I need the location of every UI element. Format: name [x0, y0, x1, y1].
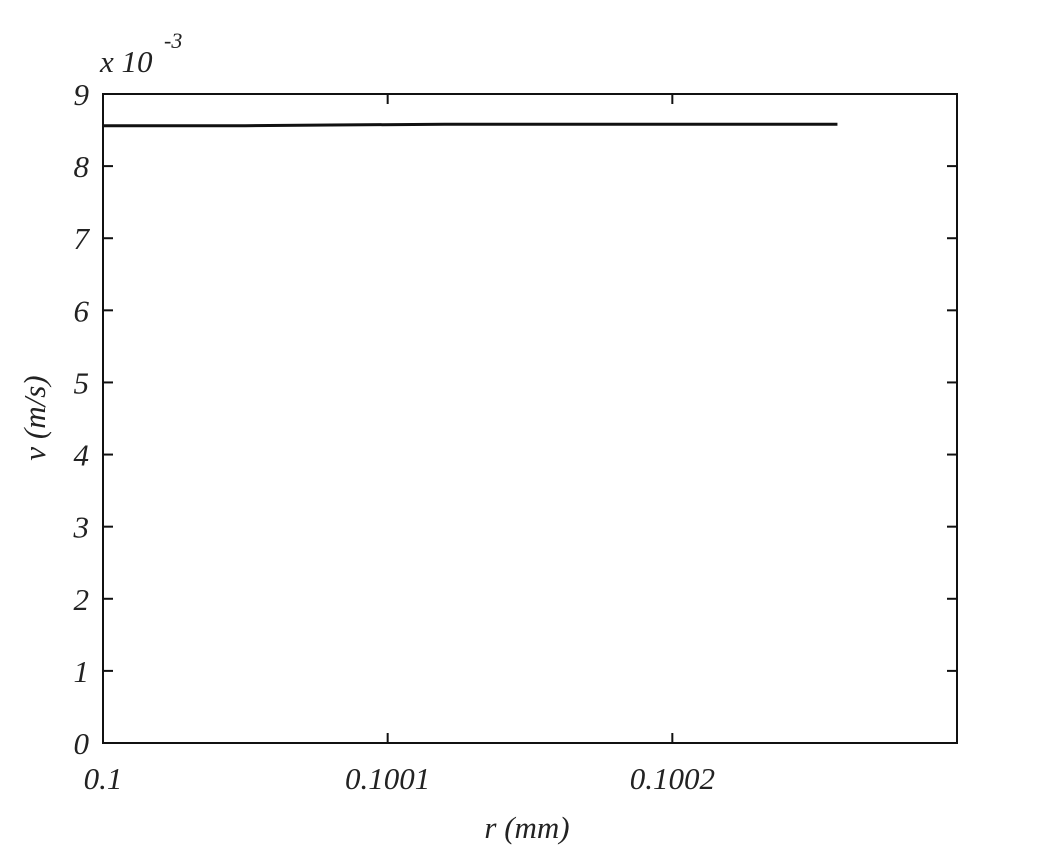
x-tick-label: 0.1002: [630, 761, 715, 796]
y-tick-label: 9: [74, 77, 90, 112]
data-line: [103, 122, 838, 128]
y-tick-label: 0: [74, 726, 90, 761]
y-tick-label: 6: [74, 293, 90, 328]
y-tick-label: 8: [74, 149, 90, 184]
x-axis-label: r (mm): [484, 810, 569, 845]
y-tick-label: 1: [74, 654, 90, 689]
y-tick-label: 7: [74, 221, 91, 256]
y-multiplier-exponent: -3: [164, 28, 182, 53]
plot-frame: [102, 93, 958, 744]
y-tick-label: 4: [74, 438, 90, 473]
y-axis-label: v (m/s): [17, 375, 52, 460]
y-tick-label: 2: [74, 582, 90, 617]
x-tick-label: 0.1001: [345, 761, 430, 796]
x-tick-label: 0.1: [84, 761, 123, 796]
y-tick-label: 3: [73, 510, 90, 545]
y-multiplier: x 10: [99, 44, 153, 79]
y-tick-label: 5: [74, 365, 90, 400]
